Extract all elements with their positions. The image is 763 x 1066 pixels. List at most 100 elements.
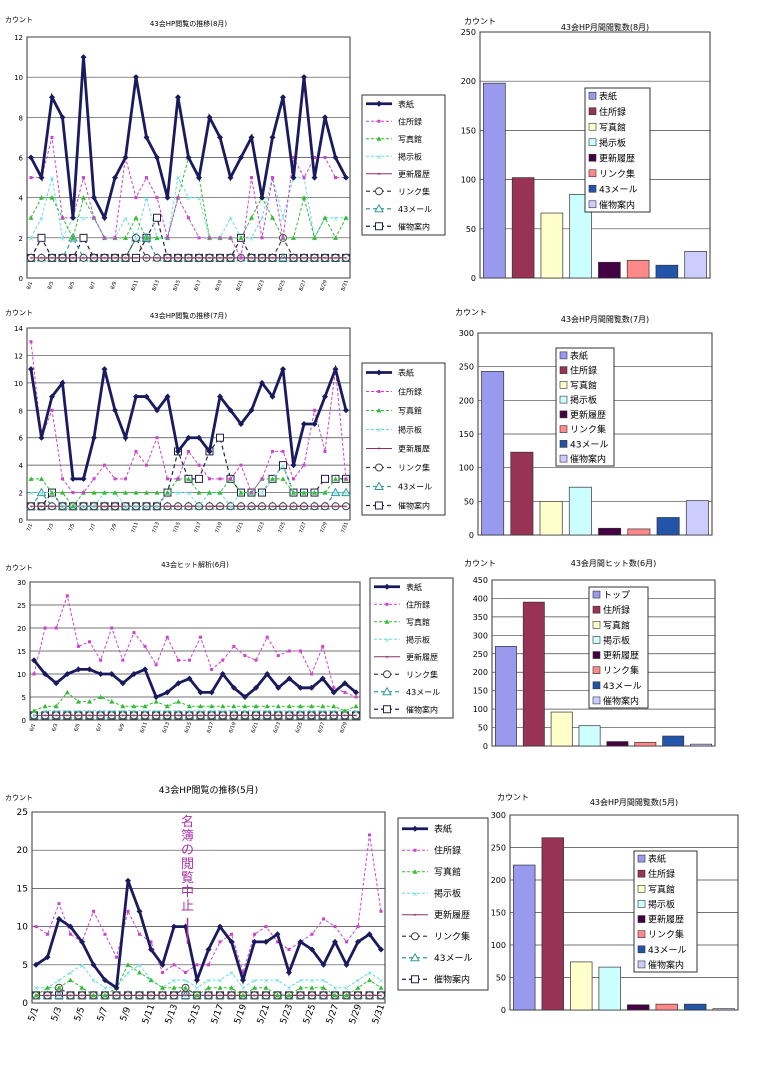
- legend-label: 更新履歴: [398, 444, 430, 454]
- legend-label: 写真館: [603, 619, 630, 631]
- data-point: [205, 946, 212, 953]
- bar: [684, 251, 707, 279]
- data-point: [241, 970, 245, 974]
- data-point: ×: [64, 708, 70, 716]
- data-point: [260, 236, 264, 240]
- series-jusho: [29, 340, 348, 495]
- y-tick-label: 250: [491, 844, 506, 853]
- legend-item: 催物案内: [637, 959, 684, 971]
- data-point: ×: [75, 708, 81, 716]
- data-point: *: [357, 993, 360, 1000]
- data-point: *: [161, 993, 164, 1000]
- x-tick-label: 6/29: [339, 721, 348, 734]
- bar: [510, 451, 534, 536]
- data-point: [91, 992, 96, 998]
- legend-item: 催物案内: [366, 221, 430, 231]
- data-point: [28, 215, 34, 220]
- data-point: [86, 666, 93, 673]
- data-point: [242, 703, 248, 709]
- data-point: [79, 938, 85, 945]
- data-point: ×: [125, 969, 131, 977]
- data-point: [319, 675, 326, 682]
- bar: [598, 966, 621, 1011]
- legend-swatch: [592, 636, 601, 644]
- x-tick-label: 8/5: [68, 281, 76, 291]
- data-point: [330, 689, 337, 696]
- legend-label: 住所録: [599, 106, 626, 118]
- legend-item: 写真館: [637, 883, 675, 895]
- legend-item: 催物案内: [366, 501, 430, 511]
- data-point: [196, 490, 202, 495]
- line-chart: 0 2 4 6 8 10 12 43会HP閲覧の推移(8月) カウント 8/1 8/3 8/5 8/7 8…: [5, 16, 446, 292]
- data-point: [153, 699, 159, 704]
- data-point: [291, 235, 296, 240]
- data-point: [126, 909, 130, 913]
- data-point: [103, 463, 106, 467]
- data-point: ×: [133, 235, 139, 243]
- annotation-char: 覧: [181, 870, 194, 886]
- legend-swatch: [559, 454, 568, 463]
- data-point: [133, 74, 139, 81]
- data-point: [186, 703, 192, 709]
- legend-label: 催物案内: [406, 704, 438, 714]
- data-point: *: [288, 713, 291, 720]
- data-point: [333, 476, 338, 481]
- data-point: [309, 946, 315, 953]
- bar-chart: 0 50 100 150 200 250 300 43会HP月間閲覧数(7月) カウント表紙住所…: [455, 308, 713, 540]
- data-point: *: [124, 256, 127, 263]
- data-point: [271, 449, 274, 453]
- data-point: [92, 216, 96, 220]
- y-tick-label: 0: [22, 999, 28, 1009]
- x-tick-label: 8/23: [256, 279, 265, 292]
- data-point: [31, 657, 37, 664]
- data-point: ×: [333, 490, 339, 498]
- x-tick-label: 8/1: [26, 281, 34, 291]
- data-point: *: [219, 256, 222, 263]
- data-point: *: [253, 993, 256, 1000]
- data-point: [79, 985, 85, 990]
- data-point: [209, 703, 215, 709]
- y-tick-label: 50: [466, 225, 476, 234]
- legend-label: 43メール: [398, 205, 432, 214]
- data-point: *: [299, 993, 302, 1000]
- x-tick-label: 5/27: [325, 1003, 341, 1025]
- data-point: [110, 626, 114, 630]
- x-tick-label: 5/23: [279, 1003, 295, 1025]
- legend-swatch: [588, 107, 597, 116]
- legend: [361, 94, 446, 236]
- annotation-char: 簿: [181, 829, 194, 844]
- data-point: ×: [137, 962, 143, 970]
- data-point: *: [110, 713, 113, 720]
- data-point: [82, 491, 85, 495]
- legend-label: 43メール: [406, 688, 440, 697]
- data-point: *: [166, 256, 169, 263]
- data-point: [34, 925, 38, 929]
- data-point: [80, 475, 87, 482]
- y-tick-label: 2: [19, 490, 23, 498]
- data-point: [297, 703, 303, 709]
- legend-item: リンク集: [588, 168, 635, 180]
- data-point: [176, 196, 180, 200]
- data-point: [275, 703, 281, 709]
- data-point: ×: [249, 235, 255, 243]
- data-point: *: [82, 256, 85, 263]
- data-point: ×: [275, 708, 281, 716]
- data-point: [123, 490, 128, 495]
- data-point: [240, 977, 246, 984]
- data-point: [113, 236, 117, 240]
- data-point: [265, 635, 269, 639]
- x-tick-label: 6/21: [250, 721, 259, 734]
- data-point: [332, 938, 338, 945]
- legend-item: トップ: [592, 590, 630, 601]
- data-point: *: [58, 993, 61, 1000]
- data-point: [49, 490, 55, 495]
- data-point: [154, 235, 160, 240]
- data-point: [333, 925, 337, 929]
- legend-item: 43メール: [592, 681, 641, 692]
- data-point: ×: [209, 708, 215, 716]
- data-point: [280, 94, 286, 101]
- data-point: [175, 680, 182, 687]
- x-tick-label: 7/17: [193, 521, 202, 534]
- data-point: ×: [217, 977, 223, 985]
- legend-label: 住所録: [406, 599, 430, 609]
